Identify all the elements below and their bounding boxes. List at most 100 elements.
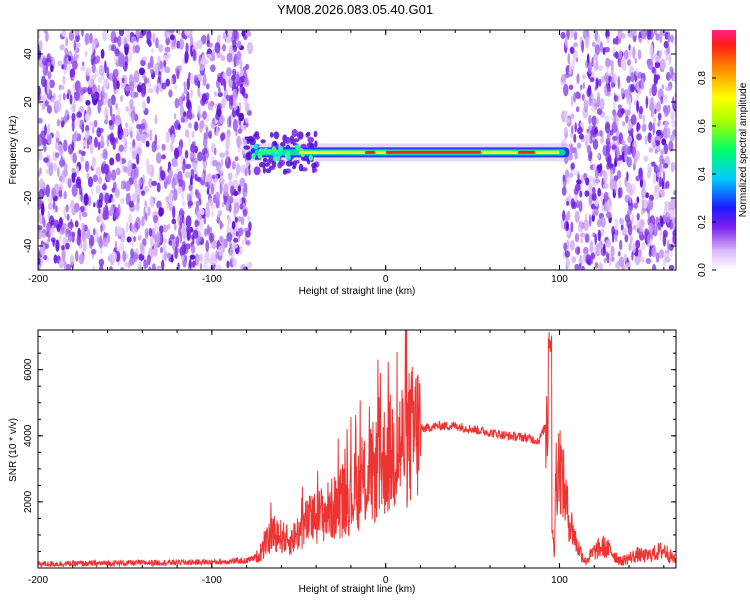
noise-blob (67, 178, 72, 189)
signal-speckle (257, 153, 263, 159)
noise-blob (245, 30, 252, 37)
noise-blob (650, 109, 654, 118)
noise-blob (239, 58, 243, 70)
noise-blob (71, 208, 77, 216)
noise-blob (65, 36, 69, 47)
noise-blob (613, 52, 619, 58)
noise-blob (573, 187, 579, 195)
signal-scatter (264, 162, 270, 167)
noise-blob (630, 84, 636, 93)
noise-blob (592, 138, 599, 150)
noise-blob (188, 122, 192, 129)
noise-blob (596, 153, 601, 159)
noise-blob (630, 72, 635, 83)
noise-blob (231, 220, 236, 230)
noise-blob (629, 234, 633, 245)
noise-blob (591, 41, 596, 48)
noise-blob (68, 55, 72, 62)
noise-blob (233, 56, 240, 67)
noise-blob (148, 39, 152, 48)
noise-blob (197, 192, 201, 201)
noise-blob (226, 52, 233, 63)
noise-blob (177, 185, 182, 194)
noise-blob (38, 57, 44, 68)
noise-blob (71, 112, 76, 122)
noise-blob (207, 101, 214, 111)
noise-blob (208, 198, 214, 206)
noise-blob (609, 169, 614, 181)
noise-blob (91, 63, 96, 74)
noise-blob (190, 72, 195, 85)
noise-blob (104, 60, 107, 74)
noise-blob (646, 30, 652, 40)
noise-blob (97, 176, 103, 184)
noise-blob (185, 129, 190, 138)
noise-blob (642, 114, 646, 124)
noise-blob (165, 131, 171, 143)
noise-blob (73, 39, 77, 51)
noise-blob (128, 126, 133, 132)
noise-blob (120, 37, 126, 46)
noise-blob (584, 233, 590, 244)
noise-blob (93, 93, 97, 100)
noise-blob (565, 117, 570, 124)
noise-blob (239, 177, 246, 187)
noise-blob (94, 69, 99, 78)
noise-blob (211, 239, 217, 250)
noise-blob (587, 61, 592, 75)
noise-blob (101, 85, 105, 96)
noise-blob (591, 192, 597, 201)
noise-blob (595, 118, 599, 125)
noise-blob (587, 84, 592, 96)
noise-blob (147, 88, 154, 94)
noise-blob (42, 138, 48, 144)
signal-scatter (282, 168, 288, 175)
noise-blob (106, 66, 110, 79)
noise-blob (232, 179, 239, 190)
noise-blob (118, 144, 125, 152)
noise-blob (145, 140, 150, 148)
noise-blob (201, 93, 207, 103)
noise-blob (76, 118, 81, 127)
noise-blob (96, 199, 101, 209)
noise-blob (217, 103, 222, 110)
noise-blob (190, 152, 194, 159)
x-tick-label: 0 (383, 575, 389, 586)
noise-blob (653, 116, 656, 125)
signal-scatter (273, 131, 280, 140)
noise-blob (659, 149, 665, 155)
noise-blob (127, 260, 131, 269)
noise-blob (578, 200, 583, 213)
noise-blob (665, 86, 671, 92)
noise-blob (89, 238, 93, 250)
noise-blob (631, 213, 634, 225)
noise-blob (671, 119, 676, 128)
noise-blob (100, 134, 104, 146)
noise-blob (75, 53, 80, 59)
noise-blob (145, 158, 150, 170)
noise-blob (146, 30, 152, 42)
noise-blob (632, 224, 637, 231)
noise-blob (184, 30, 190, 37)
noise-blob (604, 84, 610, 97)
signal-scatter (265, 168, 272, 174)
noise-blob (218, 177, 225, 186)
noise-blob (573, 31, 578, 41)
noise-blob (573, 133, 577, 143)
noise-blob (242, 208, 248, 217)
noise-blob (134, 184, 141, 197)
noise-blob (203, 253, 209, 264)
noise-blob (579, 232, 586, 238)
noise-blob (121, 180, 124, 191)
noise-blob (660, 189, 665, 198)
noise-blob (158, 225, 164, 234)
noise-blob (47, 123, 51, 136)
noise-blob (233, 99, 238, 111)
noise-blob (184, 171, 191, 179)
noise-blob (91, 186, 94, 196)
noise-blob (582, 82, 586, 90)
noise-blob (151, 263, 156, 270)
noise-blob (102, 94, 108, 106)
noise-blob (73, 130, 78, 140)
noise-blob (635, 239, 641, 249)
